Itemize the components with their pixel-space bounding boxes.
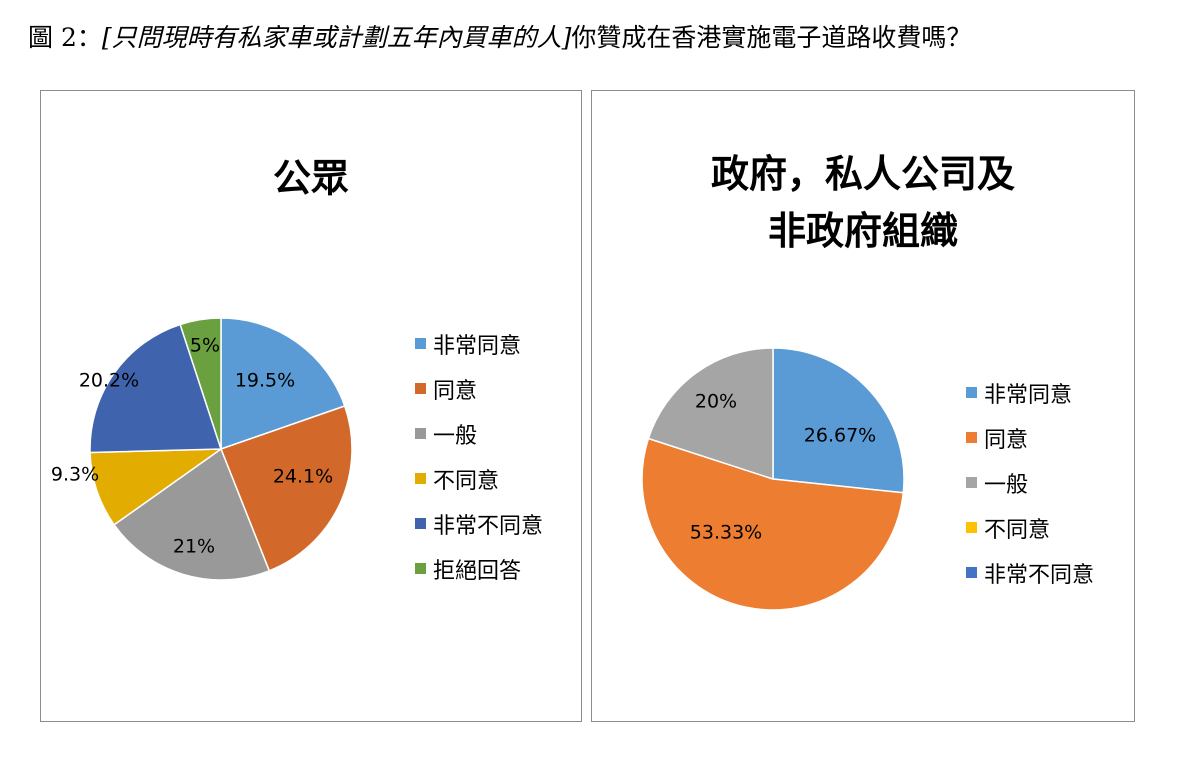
legend-item: 不同意 bbox=[966, 505, 1094, 550]
pie-slice-6 bbox=[179, 317, 222, 450]
pie-slice-4 bbox=[89, 448, 224, 526]
data-label-1: 19.5% bbox=[235, 370, 295, 392]
figure-title: 圖 2：[只問現時有私家車或計劃五年內買車的人]你贊成在香港實施電子道路收費嗎？ bbox=[28, 18, 1168, 58]
pie-slice-3 bbox=[647, 347, 774, 481]
legend-swatch bbox=[966, 567, 977, 578]
data-label-4: 9.3% bbox=[51, 464, 99, 486]
legend-label: 不同意 bbox=[984, 517, 1051, 543]
legend-label: 非常同意 bbox=[433, 333, 522, 359]
pie-chart-organizations: 26.67% 53.33% 20% bbox=[641, 347, 905, 611]
figure-title-prefix: 圖 2： bbox=[28, 23, 102, 52]
data-label-3: 20% bbox=[695, 391, 737, 413]
legend-label: 非常不同意 bbox=[433, 513, 544, 539]
data-label-2: 24.1% bbox=[273, 466, 333, 488]
legend-swatch bbox=[415, 518, 426, 529]
figure-title-qualifier: [只問現時有私家車或計劃五年內買車的人] bbox=[101, 23, 572, 52]
legend-item: 同意 bbox=[415, 366, 543, 411]
legend-item: 一般 bbox=[415, 411, 543, 456]
legend-item: 拒絕回答 bbox=[415, 546, 543, 591]
figure-title-question: 你贊成在香港實施電子道路收費嗎？ bbox=[571, 23, 972, 52]
legend-swatch bbox=[415, 338, 426, 349]
legend-swatch bbox=[415, 428, 426, 439]
data-label-2: 53.33% bbox=[690, 522, 762, 544]
pie-slice-2 bbox=[641, 437, 905, 611]
data-label-5: 20.2% bbox=[79, 370, 139, 392]
legend-item: 非常不同意 bbox=[415, 501, 543, 546]
legend-label: 一般 bbox=[984, 472, 1029, 498]
data-label-3: 21% bbox=[173, 536, 215, 558]
legend-swatch bbox=[966, 522, 977, 533]
chart-title: 政府，私人公司及 非政府組織 bbox=[592, 146, 1134, 260]
pie-slice-1 bbox=[772, 347, 905, 494]
pie-slice-5 bbox=[89, 323, 223, 454]
pie-slice-3 bbox=[113, 447, 271, 581]
legend-item: 同意 bbox=[966, 415, 1094, 460]
chart-title-line-2: 非政府組織 bbox=[767, 209, 958, 253]
legend-public: 非常同意同意一般不同意非常不同意拒絕回答 bbox=[415, 321, 543, 591]
legend-swatch bbox=[415, 563, 426, 574]
data-label-1: 26.67% bbox=[804, 425, 876, 447]
legend-item: 不同意 bbox=[415, 456, 543, 501]
chart-panel-organizations: 政府，私人公司及 非政府組織 26.67% 53.33% 20% 非常同意同意一般不… bbox=[591, 90, 1135, 722]
legend-swatch bbox=[966, 477, 977, 488]
legend-label: 非常不同意 bbox=[984, 562, 1095, 588]
legend-label: 不同意 bbox=[433, 468, 500, 494]
legend-item: 非常同意 bbox=[415, 321, 543, 366]
legend-item: 一般 bbox=[966, 460, 1094, 505]
legend-label: 同意 bbox=[984, 427, 1029, 453]
legend-label: 非常同意 bbox=[984, 382, 1073, 408]
data-label-6: 5% bbox=[190, 335, 220, 357]
chart-panel-public: 公眾 19.5% 24.1% 21% 9.3% 20.2% 5% 非常同意 同意 一般 不同意非… bbox=[40, 90, 582, 722]
chart-title: 公眾 bbox=[272, 156, 349, 200]
legend-swatch bbox=[966, 432, 977, 443]
legend-label: 一般 bbox=[433, 423, 478, 449]
chart-title-line-1: 政府，私人公司及 bbox=[710, 152, 1015, 196]
legend-swatch bbox=[415, 473, 426, 484]
legend-swatch bbox=[966, 387, 977, 398]
legend-item: 非常不同意 bbox=[966, 550, 1094, 595]
legend-label: 同意 bbox=[433, 378, 478, 404]
legend-swatch bbox=[415, 383, 426, 394]
legend-item: 非常同意 bbox=[966, 370, 1094, 415]
pie-chart-public: 19.5% 24.1% 21% 9.3% 20.2% 5% bbox=[51, 317, 353, 581]
legend-label: 拒絕回答 bbox=[433, 558, 522, 584]
legend-organizations: 非常同意同意一般不同意非常不同意 bbox=[966, 370, 1094, 595]
